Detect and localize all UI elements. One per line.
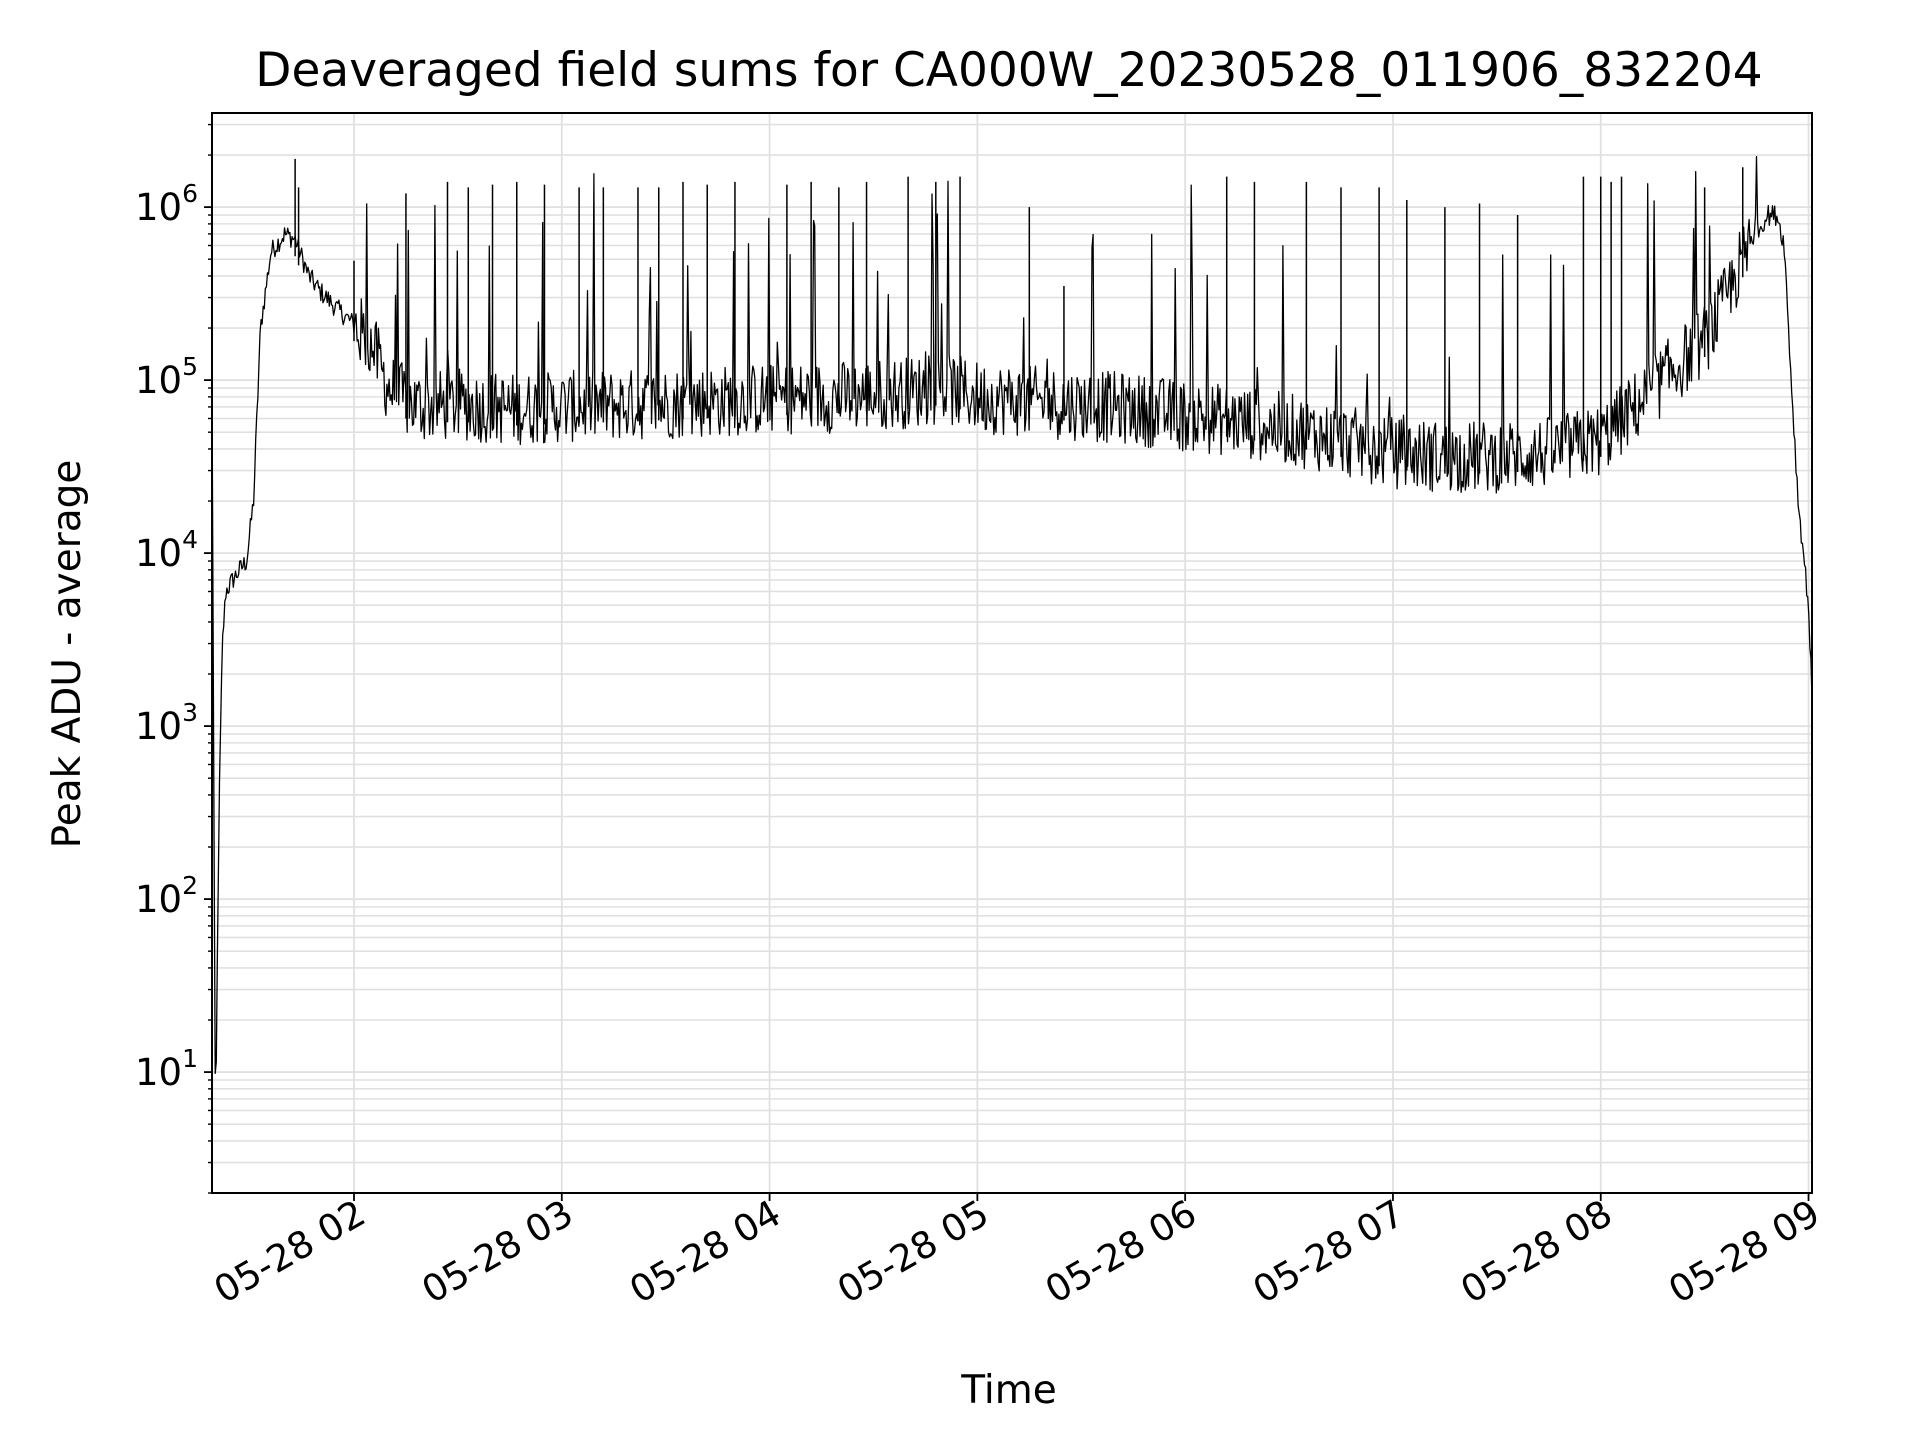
axes-frame	[211, 112, 1813, 1194]
y-axis-label: Peak ADU - average	[45, 460, 90, 849]
plot-area	[211, 156, 1813, 1075]
y-tick-exponent: 4	[182, 525, 198, 554]
y-tick-exponent: 2	[182, 871, 198, 900]
y-tick-exponent: 5	[182, 352, 198, 381]
y-tick-base: 10	[135, 359, 182, 402]
x-axis-label: Time	[960, 1368, 1056, 1413]
y-tick-base: 10	[135, 1051, 182, 1094]
y-tick-label: 106	[135, 179, 198, 229]
y-tick-label: 104	[135, 525, 198, 575]
y-tick-label: 105	[135, 352, 198, 402]
y-tick-base: 10	[135, 186, 182, 229]
series-line	[211, 156, 1813, 1075]
y-tick-exponent: 3	[182, 698, 198, 727]
y-tick-exponent: 1	[182, 1044, 198, 1073]
y-tick-label: 103	[135, 698, 198, 748]
chart-title: Deaveraged field sums for CA000W_2023052…	[255, 43, 1762, 98]
y-tick-label: 101	[135, 1044, 198, 1094]
y-tick-exponent: 6	[182, 179, 198, 208]
y-tick-label: 102	[135, 871, 198, 921]
y-tick-base: 10	[135, 705, 182, 748]
y-tick-base: 10	[135, 532, 182, 575]
y-tick-base: 10	[135, 878, 182, 921]
